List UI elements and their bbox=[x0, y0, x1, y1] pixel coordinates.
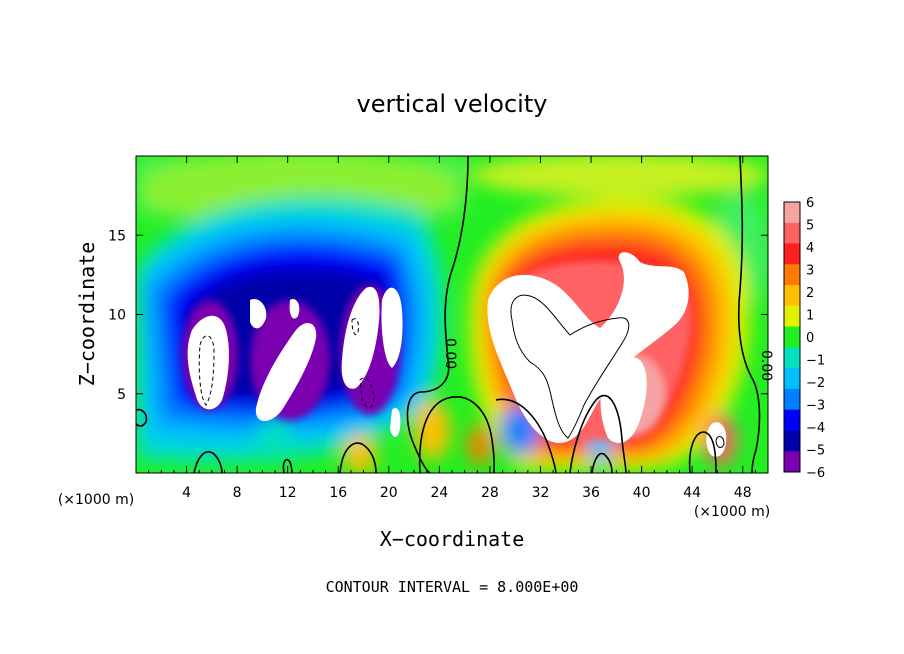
x-tick-label: 4 bbox=[182, 485, 191, 501]
x-tick-label: 44 bbox=[683, 485, 701, 501]
colorbar-swatch bbox=[784, 409, 800, 431]
contour-interval-note: CONTOUR INTERVAL = 8.000E+00 bbox=[326, 578, 579, 596]
plot-area bbox=[136, 156, 768, 473]
colorbar-label: −5 bbox=[806, 444, 825, 459]
contour-label: 0.00 bbox=[758, 350, 774, 381]
colorbar: 6 5 4 3 2 1 0 −1 −2 −3 −4 −5 −6 bbox=[783, 196, 825, 481]
colorbar-swatch bbox=[784, 202, 800, 224]
colorbar-label: −1 bbox=[806, 354, 825, 369]
colorbar-swatch bbox=[784, 222, 800, 245]
colorbar-swatch bbox=[784, 305, 800, 328]
x-tick-label: 32 bbox=[532, 485, 550, 501]
x-tick-label: 36 bbox=[582, 485, 600, 501]
x-tick-label: 12 bbox=[279, 485, 297, 501]
colorbar-swatch bbox=[784, 451, 800, 473]
x-tick-label: 24 bbox=[430, 485, 448, 501]
colorbar-label: 0 bbox=[806, 331, 814, 346]
colorbar-label: −3 bbox=[806, 399, 825, 414]
y-axis-label: Z−coordinate bbox=[75, 242, 99, 387]
colorbar-label: −2 bbox=[806, 376, 825, 391]
colorbar-label: −6 bbox=[806, 466, 825, 481]
y-tick-label: 10 bbox=[108, 308, 126, 324]
x-axis: 4 8 12 16 20 24 28 32 36 40 44 48 bbox=[148, 156, 756, 501]
x-tick-label: 40 bbox=[633, 485, 651, 501]
x-tick-label: 8 bbox=[233, 485, 242, 501]
contour-label: 0.00 bbox=[442, 338, 458, 369]
colorbar-label: −4 bbox=[806, 421, 825, 436]
colorbar-swatch bbox=[784, 243, 800, 265]
colorbar-label: 5 bbox=[806, 219, 814, 234]
y-axis: 5 10 15 bbox=[108, 228, 768, 403]
zero-contours bbox=[136, 156, 761, 473]
x-axis-label: X−coordinate bbox=[380, 527, 525, 551]
colorbar-swatch bbox=[784, 368, 800, 390]
colorbar-label: 4 bbox=[806, 241, 814, 256]
colorbar-swatch bbox=[784, 430, 800, 452]
colorbar-swatch bbox=[784, 388, 800, 411]
colorbar-label: 2 bbox=[806, 286, 814, 301]
colorbar-swatch bbox=[784, 264, 800, 286]
colorbar-swatch bbox=[784, 347, 800, 369]
x-tick-label: 28 bbox=[481, 485, 499, 501]
y-tick-label: 15 bbox=[108, 228, 126, 244]
colorbar-label: 6 bbox=[806, 196, 814, 211]
colorbar-swatch bbox=[784, 285, 800, 307]
x-tick-label: 20 bbox=[380, 485, 398, 501]
x-unit-right: (×1000 m) bbox=[694, 504, 770, 520]
x-unit-left: (×1000 m) bbox=[58, 492, 134, 508]
negative-contours bbox=[198, 318, 375, 408]
chart-title: vertical velocity bbox=[357, 90, 548, 118]
colorbar-label: 1 bbox=[806, 309, 814, 324]
colorbar-label: 3 bbox=[806, 264, 814, 279]
x-tick-label: 48 bbox=[734, 485, 752, 501]
colorbar-frame bbox=[783, 201, 801, 473]
x-tick-label: 16 bbox=[329, 485, 347, 501]
y-tick-label: 5 bbox=[117, 387, 126, 403]
colorbar-swatch bbox=[784, 326, 800, 348]
